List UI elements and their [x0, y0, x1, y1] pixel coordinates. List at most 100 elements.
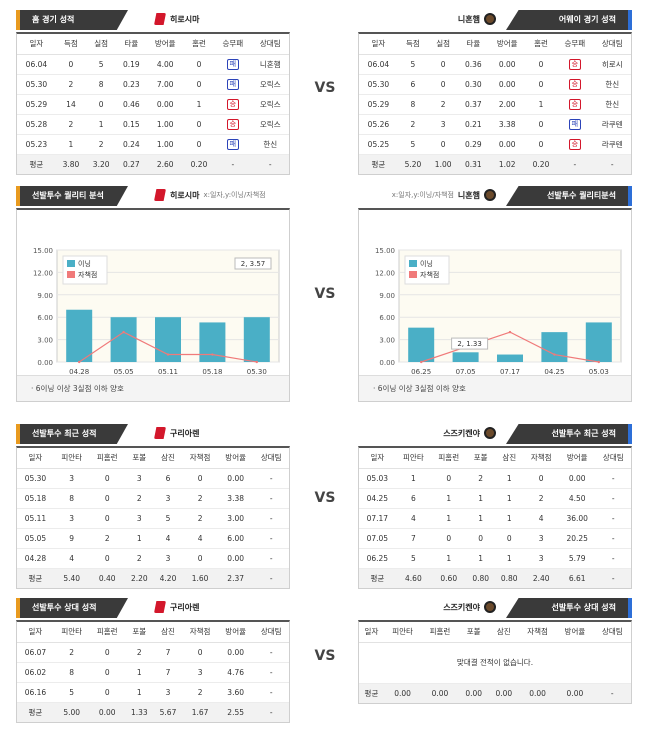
table-cell: -	[253, 528, 289, 549]
column-header: 실점	[86, 34, 117, 55]
table-cell: 0	[182, 642, 218, 663]
average-cell: 0.31	[458, 154, 489, 174]
table-cell: 1	[466, 488, 495, 509]
table-row: 05.18 8 0 2 3 2 3.38-	[17, 488, 289, 509]
column-header: 자책점	[518, 622, 557, 643]
table-cell: 4	[53, 548, 90, 569]
vs-label-2: VS	[314, 286, 336, 302]
column-header: 방어율	[556, 622, 594, 643]
column-header: 피안타	[383, 622, 422, 643]
legend-label-innings: 이닝	[78, 259, 91, 268]
table-cell: 1	[466, 548, 495, 569]
vs-label-4: VS	[314, 648, 336, 664]
y-tick-label: 12.00	[33, 269, 53, 277]
table-cell: 1	[466, 508, 495, 529]
table-cell: 1	[494, 488, 524, 509]
average-cell: 0.20	[525, 154, 557, 174]
table-cell: 05.26	[359, 114, 398, 135]
table-cell: -	[595, 488, 631, 509]
table-cell: 05.30	[359, 74, 398, 95]
table-header-row: 일자 득점 실점 타율 방어율 홈런 승무패 상대팀	[17, 34, 289, 55]
column-header: 방어율	[217, 622, 254, 643]
table-cell: 0	[89, 682, 125, 703]
axis-note: x:일자,y:이닝/자책점	[203, 191, 266, 199]
carp-logo-icon	[154, 427, 166, 439]
average-cell: -	[214, 154, 252, 174]
x-tick-label: 04.28	[69, 368, 89, 376]
average-cell: -	[253, 702, 289, 722]
away-recent-title: 어웨이 경기 성적	[506, 10, 632, 30]
line-point	[420, 360, 423, 364]
y-tick-label: 9.00	[37, 292, 53, 300]
y-tick-label: 15.00	[375, 247, 395, 255]
column-header: 홈런	[183, 34, 215, 55]
column-header: 상대팀	[253, 622, 289, 643]
annotation-box	[451, 337, 489, 350]
table-cell: 05.25	[359, 134, 398, 155]
column-header: 방어율	[146, 34, 184, 55]
column-header: 득점	[55, 34, 87, 55]
table-cell: 3	[53, 508, 90, 529]
column-header: 홈런	[525, 34, 557, 55]
average-row: 평균 5.40 0.40 2.20 4.20 1.60 2.37-	[17, 568, 289, 588]
table-cell: 0.19	[116, 54, 147, 75]
y-tick-label: 9.00	[379, 292, 395, 300]
fighters-logo-icon	[484, 189, 496, 201]
pitcher-recent-right-title: 선발투수 최근 성적	[506, 424, 632, 444]
table-cell: 0.00	[217, 548, 254, 569]
column-header: 자책점	[182, 622, 218, 643]
table-cell: 05.30	[17, 468, 54, 489]
column-header: 피홈런	[431, 448, 467, 469]
table-cell: 0	[183, 74, 215, 95]
table-cell: 8	[397, 94, 429, 115]
quality-right-panel: x:일자,y:이닝/자책점 니혼햄 선발투수 퀄리티분석 0.00 3.00 6.00…	[358, 186, 632, 402]
column-header: 피홈런	[89, 448, 125, 469]
bar-innings	[585, 322, 612, 362]
y-tick-label: 0.00	[37, 359, 53, 367]
column-header: 상대팀	[593, 34, 631, 55]
table-cell: 05.03	[359, 468, 396, 489]
bar-innings	[541, 332, 568, 362]
table-cell: 3.38	[488, 114, 526, 135]
table-row: 05.23 1 2 0.24 1.00 0 패 한신	[17, 134, 289, 155]
table-cell: 1	[494, 508, 524, 529]
table-cell: 3	[153, 682, 183, 703]
table-cell: 0.00	[558, 468, 596, 489]
table-cell: 2	[397, 114, 429, 135]
table-cell: 1.00	[146, 114, 184, 135]
column-header: 일자	[359, 34, 398, 55]
average-cell: 4.60	[395, 568, 432, 588]
table-row: 06.02 8 0 1 7 3 4.76-	[17, 662, 289, 683]
average-row: 평균 3.80 3.20 0.27 2.60 0.20- -	[17, 154, 289, 174]
average-cell: 1.33	[124, 702, 154, 722]
pitcher-right-name: 스즈키켄야	[443, 428, 480, 438]
table-cell: 0.00	[488, 74, 526, 95]
column-header: 포볼	[124, 622, 154, 643]
table-cell: 2	[55, 114, 87, 135]
table-cell: 0.30	[458, 74, 489, 95]
pitcher-vs-right-table: 일자 피안타 피홈런 포볼 삼진 자책점 방어율 상대팀 맞대결 전적이 없습니다. 평균 0.00…	[359, 622, 631, 703]
x-tick-label: 05.03	[589, 368, 609, 376]
no-record-row: 맞대결 전적이 없습니다.	[359, 642, 631, 684]
bar-innings	[66, 309, 93, 362]
column-header: 포볼	[466, 448, 495, 469]
table-cell: -	[253, 662, 289, 683]
average-cell: 3.20	[86, 154, 117, 174]
carp-logo-icon	[154, 13, 166, 25]
average-cell: 6.61	[558, 568, 596, 588]
column-header: 방어율	[558, 448, 596, 469]
pitcher-vs-right-panel: 스즈키켄야 선발투수 상대 성적 일자 피안타 피홈런 포볼 삼진 자책점 방어율 상대팀 맞대…	[358, 598, 632, 704]
quality-right-title: 선발투수 퀄리티분석	[506, 186, 632, 206]
table-cell: 0	[428, 134, 459, 155]
table-cell: 승	[556, 134, 594, 155]
table-cell: 1	[431, 548, 467, 569]
quality-left-team: 히로시마	[170, 190, 200, 200]
column-header: 상대팀	[253, 448, 289, 469]
away-team-name: 니혼햄	[457, 14, 480, 24]
table-cell: 2	[182, 682, 218, 703]
line-point	[255, 360, 258, 364]
column-header: 피홈런	[421, 622, 459, 643]
legend-swatch-er	[409, 271, 417, 278]
table-row: 06.07 2 0 2 7 0 0.00-	[17, 642, 289, 663]
